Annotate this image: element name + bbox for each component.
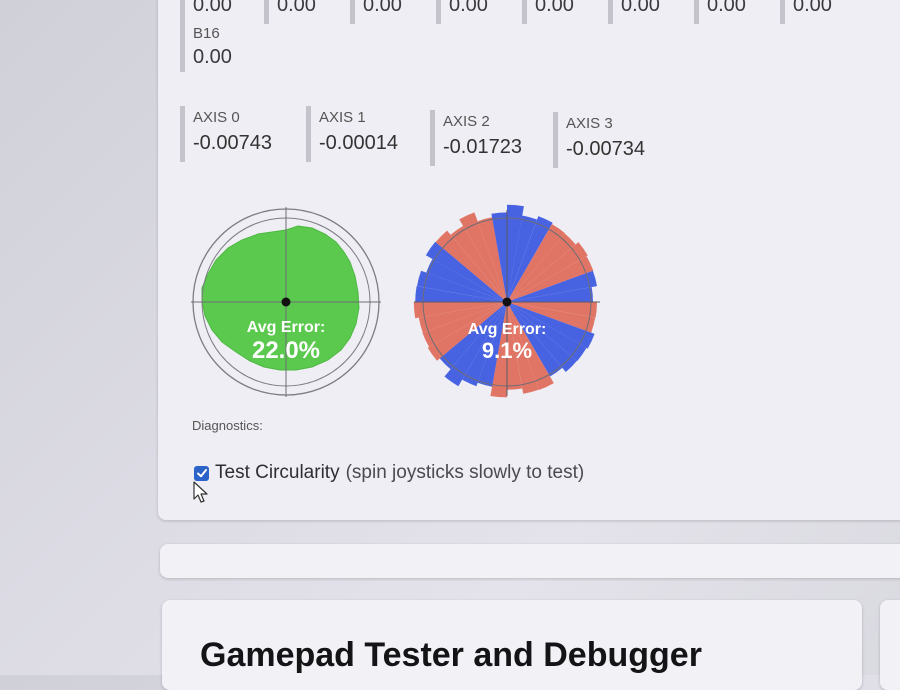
test-circularity-label[interactable]: Test Circularity [215,462,340,483]
right-stick-wedge [507,302,587,361]
right-stick-circularity: Avg Error: 9.1% [410,204,606,405]
left-stick-plot: Avg Error: 22.0% [191,207,381,397]
right-stick-wedge [413,302,507,319]
right-stick-wedge [507,302,554,390]
right-stick-wedge [507,256,594,302]
left-stick-caption: Avg Error: [247,319,326,336]
check-icon [196,469,207,478]
right-stick-wedge [507,302,523,390]
right-stick-wedge [426,259,507,302]
button-value: 0.00 [180,0,232,24]
right-stick-plot: Avg Error: 9.1% [413,204,600,398]
right-stick-wedge [507,302,539,394]
left-stick-circularity: Avg Error: 22.0% [188,204,384,405]
right-stick-wedge [507,216,553,302]
page-title: Gamepad Tester and Debugger [200,636,702,674]
axis-2: AXIS 2 -0.01723 [430,110,522,166]
axis-label: AXIS 3 [566,115,613,132]
right-stick-wedge [507,302,595,349]
right-stick-wedge [417,270,507,302]
right-stick-wedge [507,287,593,302]
button-value: 0.00 [608,0,660,24]
axis-label: AXIS 0 [193,109,240,126]
button-value: 0.00 [264,0,316,24]
side-section [880,600,900,690]
axis-label: AXIS 1 [319,109,366,126]
right-stick-wedge [422,302,507,347]
button-value: 0.00 [780,0,832,24]
right-stick-wedge [507,215,537,302]
axis-value: -0.00743 [193,132,272,154]
right-stick-wedge [462,302,507,387]
right-stick-wedge [507,270,597,302]
test-circularity-checkbox[interactable] [194,465,209,481]
right-stick-caption: Avg Error: [468,321,547,338]
right-stick-wedge [450,226,507,302]
left-stick-error: 22.0% [252,337,320,364]
right-stick-wedge [507,233,576,302]
button-b16-value: 0.00 [193,46,232,68]
right-stick-wedge [439,302,507,370]
right-stick-wedge [477,302,507,387]
test-circularity-option[interactable]: Test Circularity (spin joysticks slowly … [194,462,584,484]
right-stick-wedge [435,230,507,302]
right-stick-wedge [507,302,596,333]
button-value: 0.00 [350,0,402,24]
collapsed-section [160,544,900,578]
right-stick-wedge [418,302,507,333]
left-stick-trace [201,225,360,371]
button-value: 0.00 [522,0,574,24]
axis-label: AXIS 2 [443,113,490,130]
right-stick-wedge [459,212,507,302]
right-stick-wedge [490,302,507,398]
test-circularity-hint: (spin joysticks slowly to test) [345,462,585,483]
button-values-row: 0.00 0.00 0.00 0.00 0.00 0.00 0.00 0.00 [180,0,880,28]
right-stick-trace [413,204,597,398]
button-value: 0.00 [694,0,746,24]
right-stick-wedge [415,286,507,302]
right-stick-wedge [507,302,563,377]
button-b16-label: B16 [193,25,220,42]
button-value: 0.00 [436,0,488,24]
axis-value: -0.01723 [443,136,522,158]
right-stick-wedge [507,302,577,372]
button-b16: B16 0.00 [180,24,232,72]
right-stick-wedge [477,217,507,302]
right-stick-wedge [444,302,507,387]
axis-1: AXIS 1 -0.00014 [306,106,398,162]
right-stick-error: 9.1% [482,338,532,363]
axis-value: -0.00014 [319,132,398,154]
axis-value: -0.00734 [566,138,645,160]
right-stick-wedge [427,302,507,361]
axis-0: AXIS 0 -0.00743 [180,106,272,162]
right-stick-wedge [425,241,507,302]
axis-3: AXIS 3 -0.00734 [553,112,645,168]
diagnostics-label: Diagnostics: [192,418,263,433]
right-stick-wedge [507,224,565,302]
right-stick-wedge [507,204,524,302]
right-stick-wedge [507,242,588,302]
mouse-pointer-icon [193,481,208,503]
right-stick-wedge [507,302,597,318]
right-stick-wedge [491,212,507,302]
